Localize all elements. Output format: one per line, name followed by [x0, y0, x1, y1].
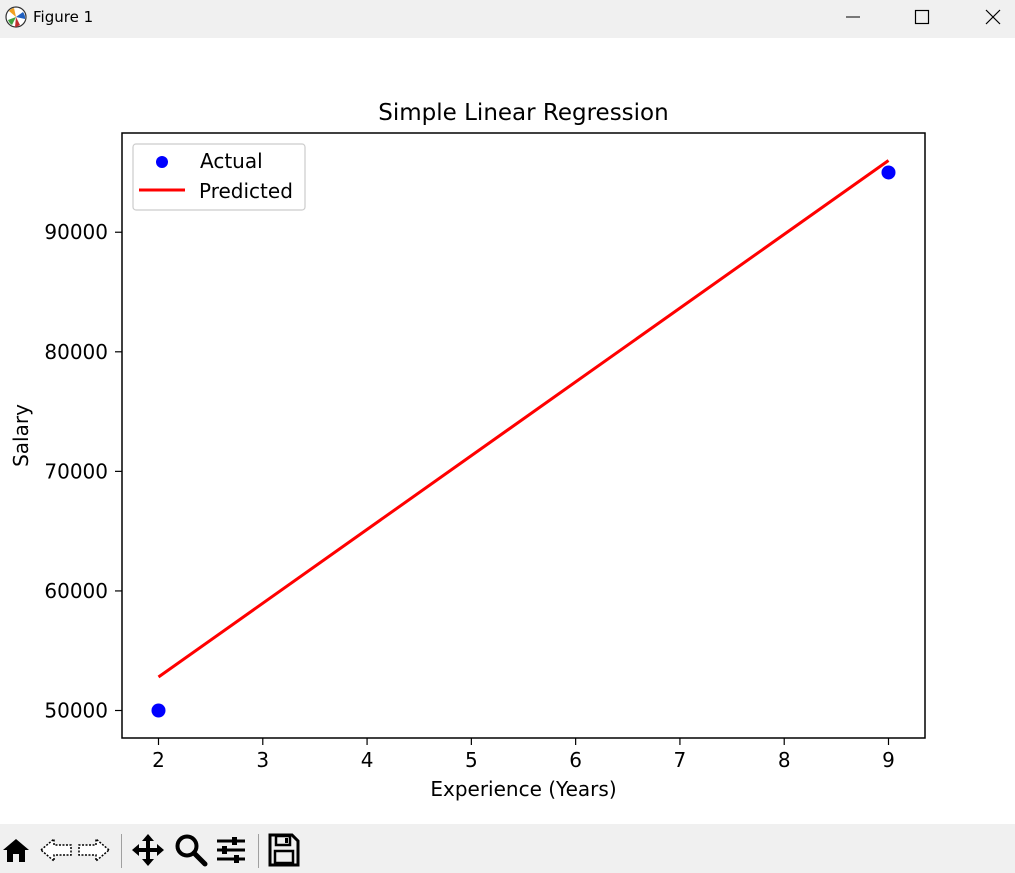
back-icon	[39, 837, 72, 863]
back-button[interactable]	[38, 830, 74, 870]
y-tick-label: 80000	[44, 340, 108, 364]
minimize-icon	[846, 16, 860, 18]
configure-subplots-button[interactable]	[213, 830, 249, 870]
x-tick-label: 3	[256, 748, 269, 772]
matplotlib-app-icon	[5, 6, 27, 28]
y-tick-label: 70000	[44, 459, 108, 483]
x-tick-label: 6	[569, 748, 582, 772]
x-tick-label: 5	[465, 748, 478, 772]
close-button[interactable]	[963, 0, 1015, 34]
save-icon	[268, 833, 300, 867]
home-icon	[3, 839, 29, 862]
y-tick-label: 90000	[44, 220, 108, 244]
save-button[interactable]	[266, 830, 302, 870]
predicted-line	[157, 159, 890, 679]
axes-frame	[121, 132, 926, 739]
pan-icon	[132, 834, 164, 866]
y-axis-label: Salary	[9, 404, 33, 467]
x-tick-label: 7	[674, 748, 687, 772]
forward-button[interactable]	[76, 830, 112, 870]
figure-canvas[interactable]: 50000 60000 70000 80000 90000 2 3 4 5 6 7 8 9 Actua…	[0, 38, 1015, 824]
close-icon	[985, 9, 1001, 25]
title-bar: Figure 1	[0, 0, 1015, 38]
legend-predicted-label: Predicted	[199, 179, 293, 203]
toolbar-separator	[258, 834, 259, 868]
configure-subplots-icon	[217, 837, 245, 863]
x-tick-label: 4	[361, 748, 374, 772]
chart-title: Simple Linear Regression	[378, 100, 668, 126]
legend: Actual Predicted	[132, 143, 306, 211]
maximize-button[interactable]	[892, 0, 952, 34]
chart: 50000 60000 70000 80000 90000 2 3 4 5 6 7 8 9 Actua…	[9, 100, 926, 801]
pan-button[interactable]	[130, 830, 166, 870]
legend-actual-label: Actual	[200, 149, 263, 173]
zoom-icon	[175, 834, 208, 867]
window-title: Figure 1	[33, 8, 94, 26]
navigation-toolbar	[0, 824, 1015, 873]
y-tick-label: 50000	[44, 699, 108, 723]
y-tick-label: 60000	[44, 579, 108, 603]
zoom-button[interactable]	[173, 830, 209, 870]
actual-data-point	[151, 703, 166, 718]
maximize-icon	[914, 9, 930, 25]
x-tick-label: 2	[152, 748, 165, 772]
actual-data-point	[881, 165, 896, 180]
x-tick-label: 9	[882, 748, 895, 772]
home-button[interactable]	[0, 830, 32, 870]
minimize-button[interactable]	[823, 0, 883, 34]
forward-icon	[78, 837, 111, 863]
legend-box	[132, 143, 306, 211]
x-axis-label: Experience (Years)	[430, 777, 616, 801]
toolbar-separator	[121, 834, 122, 868]
x-tick-label: 8	[778, 748, 791, 772]
legend-actual-marker	[156, 156, 168, 168]
